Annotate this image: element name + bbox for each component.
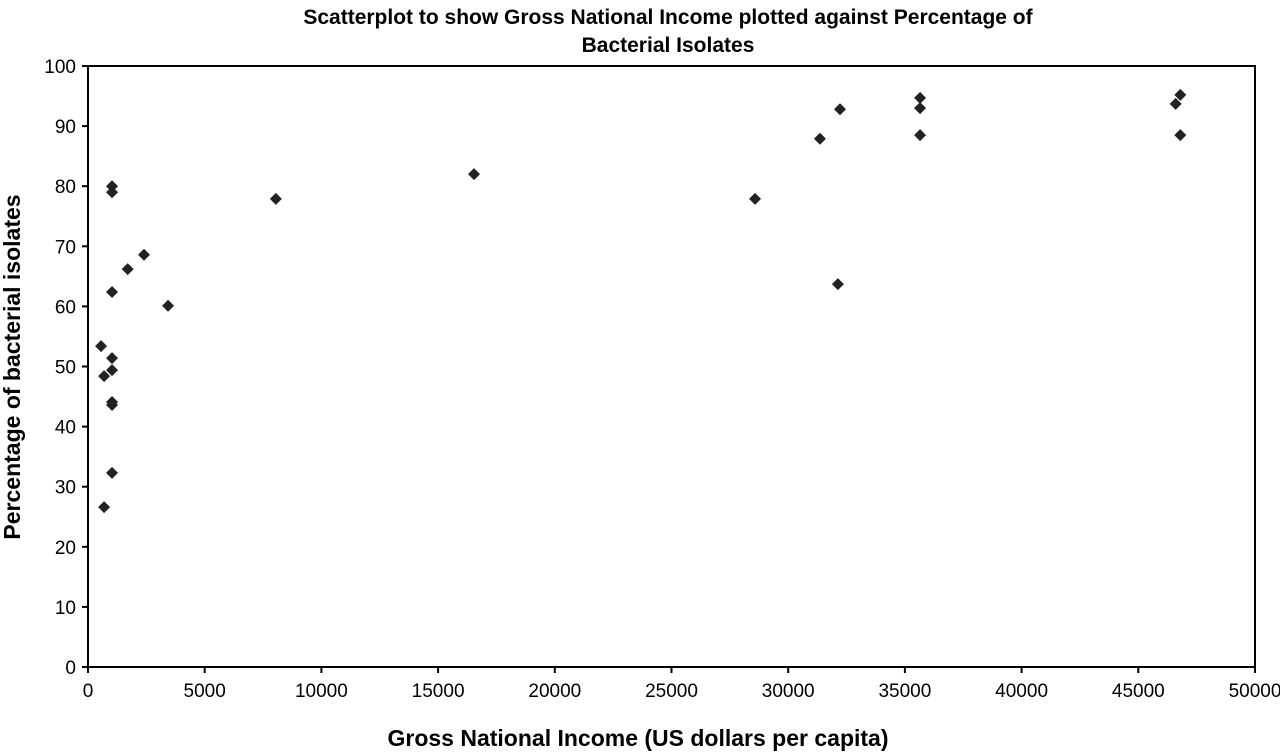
data-point [106, 186, 119, 199]
data-point [269, 192, 282, 205]
data-point [162, 299, 175, 312]
data-point [914, 129, 927, 142]
data-point [106, 285, 119, 298]
y-tick-label: 80 [55, 177, 76, 198]
x-tick-label: 5000 [184, 681, 226, 702]
y-tick-label: 30 [55, 478, 76, 499]
data-point [831, 278, 844, 291]
y-axis-label: Percentage of bacterial isolates [0, 194, 25, 539]
data-point [106, 180, 119, 193]
data-point [106, 364, 119, 377]
data-point [1174, 129, 1187, 142]
y-tick-label: 90 [55, 117, 76, 138]
x-tick-label: 25000 [645, 681, 698, 702]
plot-area-frame [87, 65, 1256, 668]
y-tick-label: 20 [55, 538, 76, 559]
data-point [138, 248, 151, 261]
data-point [98, 370, 111, 383]
data-point [121, 263, 134, 276]
x-tick-label: 20000 [528, 681, 581, 702]
data-point [914, 102, 927, 115]
data-point [106, 398, 119, 411]
y-tick-label: 50 [55, 358, 76, 379]
data-point [914, 91, 927, 104]
data-point [834, 103, 847, 116]
y-tick-label: 60 [55, 297, 76, 318]
x-axis-label: Gross National Income (US dollars per ca… [387, 725, 888, 751]
data-point [749, 192, 762, 205]
y-tick-label: 10 [55, 598, 76, 619]
y-tick-label: 70 [55, 237, 76, 258]
chart-title-line-1: Scatterplot to show Gross National Incom… [303, 6, 1033, 29]
chart-title-line-2: Bacterial Isolates [582, 34, 755, 57]
data-point [1174, 88, 1187, 101]
x-tick-label: 0 [83, 681, 94, 702]
x-tick-label: 35000 [878, 681, 931, 702]
y-tick-label: 0 [65, 658, 76, 679]
data-point [95, 340, 108, 353]
data-point [813, 132, 826, 145]
y-tick-label: 40 [55, 418, 76, 439]
data-point [106, 352, 119, 365]
data-point [468, 168, 481, 181]
x-tick-label: 45000 [1112, 681, 1165, 702]
x-tick-label: 15000 [412, 681, 465, 702]
y-tick-label: 100 [44, 57, 76, 78]
data-point [106, 466, 119, 479]
x-tick-label: 40000 [995, 681, 1048, 702]
x-tick-label: 50000 [1229, 681, 1280, 702]
data-point [98, 501, 111, 514]
x-tick-label: 10000 [295, 681, 348, 702]
x-tick-label: 30000 [762, 681, 815, 702]
data-point [1169, 97, 1182, 110]
